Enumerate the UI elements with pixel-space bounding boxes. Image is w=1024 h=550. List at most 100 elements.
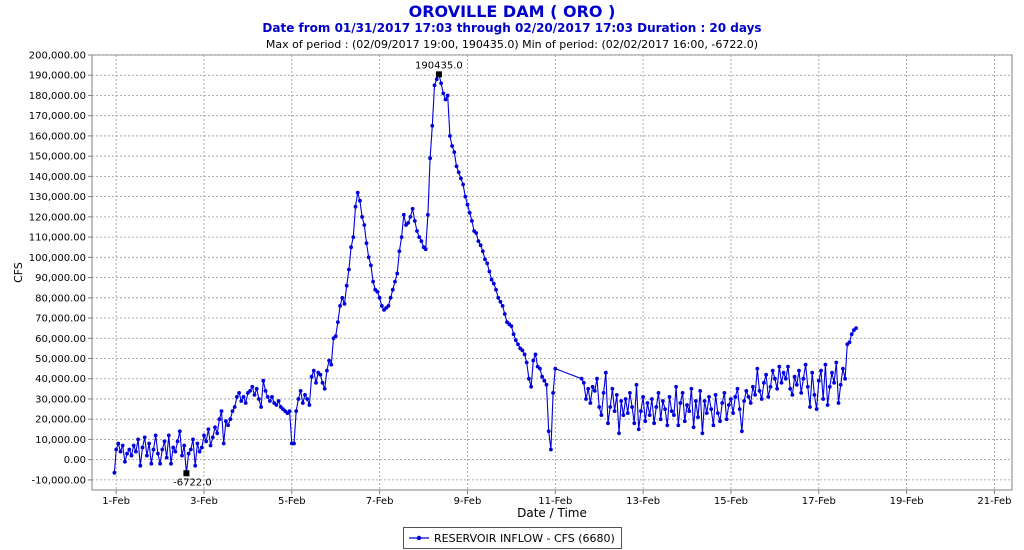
data-point <box>248 389 253 393</box>
data-point <box>169 461 173 466</box>
data-point <box>386 304 391 308</box>
data-point <box>711 423 716 428</box>
data-point <box>303 393 307 397</box>
data-point <box>485 261 490 266</box>
data-point <box>417 235 422 240</box>
x-tick-label: 13-Feb <box>626 496 660 507</box>
data-point <box>142 435 147 440</box>
data-point <box>140 445 145 450</box>
data-point <box>123 459 127 464</box>
data-point <box>252 393 257 397</box>
data-point <box>601 391 606 395</box>
data-point <box>588 401 593 405</box>
data-point <box>202 433 206 438</box>
data-point <box>164 455 169 460</box>
data-point <box>636 427 641 432</box>
data-point <box>287 409 292 413</box>
data-point <box>766 395 771 399</box>
data-point <box>590 384 595 389</box>
data-point <box>665 423 670 428</box>
data-point <box>430 123 435 128</box>
data-point <box>120 443 125 448</box>
data-point <box>718 419 722 424</box>
data-point <box>127 447 132 452</box>
data-point <box>226 423 231 428</box>
data-point <box>553 366 558 371</box>
data-point <box>808 405 812 409</box>
data-point <box>235 395 239 399</box>
data-point <box>320 380 325 385</box>
data-point <box>742 399 746 403</box>
data-point <box>704 411 709 415</box>
data-point <box>213 425 217 430</box>
data-point <box>608 405 613 409</box>
data-point <box>428 156 432 161</box>
data-point <box>296 397 301 401</box>
data-point <box>768 384 773 389</box>
data-point <box>663 407 667 411</box>
data-point <box>360 215 364 219</box>
data-point <box>358 198 362 203</box>
extreme-marker <box>435 71 442 78</box>
data-point <box>406 221 411 225</box>
data-point <box>351 235 356 240</box>
data-point <box>669 409 674 413</box>
data-point <box>641 395 645 399</box>
y-tick-label: 80,000.00 <box>35 293 86 304</box>
y-tick-label: 200,000.00 <box>29 51 86 62</box>
data-point <box>502 312 507 316</box>
data-point <box>344 283 349 288</box>
data-point <box>516 342 520 347</box>
data-point <box>823 362 828 367</box>
data-point <box>364 241 369 246</box>
data-point <box>773 376 777 381</box>
data-point <box>441 91 446 96</box>
data-point <box>243 401 248 405</box>
data-point <box>412 219 417 223</box>
data-point <box>834 360 839 365</box>
data-point <box>821 397 826 401</box>
data-point <box>819 368 823 373</box>
data-point <box>112 470 117 475</box>
data-point <box>443 97 448 102</box>
data-point <box>674 384 678 389</box>
data-point <box>755 366 760 371</box>
data-point <box>733 395 738 399</box>
data-point <box>797 368 801 373</box>
data-point <box>166 433 171 438</box>
data-point <box>838 382 843 387</box>
data-point <box>208 443 213 448</box>
data-point <box>533 352 538 357</box>
data-point <box>195 441 200 446</box>
data-point <box>483 257 487 262</box>
data-point <box>810 370 815 375</box>
data-point <box>724 417 729 422</box>
y-tick-label: 120,000.00 <box>29 212 86 223</box>
data-point <box>498 299 503 304</box>
chart-legend: RESERVOIR INFLOW - CFS (6680) <box>403 527 622 549</box>
data-point <box>434 77 439 82</box>
data-point <box>325 368 329 373</box>
y-tick-label: 60,000.00 <box>35 334 86 345</box>
data-point <box>175 439 180 444</box>
data-point <box>762 380 766 385</box>
data-point <box>254 386 259 391</box>
data-point <box>542 378 547 383</box>
data-point <box>581 380 586 385</box>
annotation-label: 190435.0 <box>415 60 463 71</box>
data-point <box>125 451 129 456</box>
data-point <box>369 263 373 268</box>
data-point <box>186 451 191 456</box>
data-point <box>259 405 263 409</box>
data-point <box>612 409 617 413</box>
data-point <box>520 348 525 353</box>
data-point <box>693 399 698 403</box>
data-point <box>158 461 163 466</box>
data-point <box>746 395 751 399</box>
data-point <box>456 170 461 175</box>
data-point <box>513 338 518 343</box>
data-point <box>509 324 514 328</box>
data-point <box>478 243 483 248</box>
data-point <box>239 399 244 403</box>
data-point <box>715 411 720 415</box>
